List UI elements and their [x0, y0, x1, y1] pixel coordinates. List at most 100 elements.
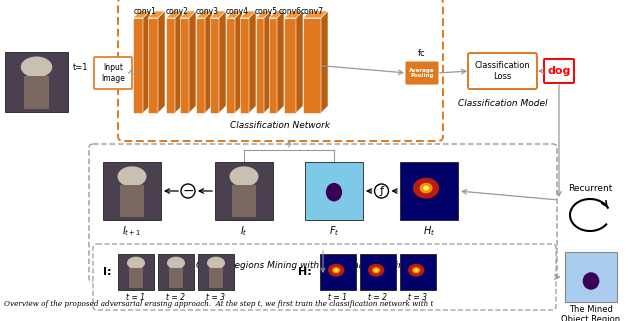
Polygon shape: [303, 11, 328, 18]
Bar: [129, 268, 143, 288]
Bar: [103, 162, 161, 220]
Text: $I_{t+1}$: $I_{t+1}$: [122, 224, 142, 238]
Polygon shape: [196, 18, 205, 113]
Bar: [400, 162, 458, 220]
Polygon shape: [240, 18, 249, 113]
Ellipse shape: [368, 264, 384, 277]
Text: conv2: conv2: [166, 7, 189, 16]
Polygon shape: [180, 18, 189, 113]
Polygon shape: [226, 18, 235, 113]
Ellipse shape: [207, 257, 225, 269]
Text: $I_t$: $I_t$: [240, 224, 248, 238]
Text: Object Regions Mining with Adversarial Erasing: Object Regions Mining with Adversarial E…: [196, 261, 410, 270]
Text: conv7: conv7: [301, 7, 323, 16]
Text: fc: fc: [418, 49, 426, 58]
Circle shape: [181, 184, 195, 198]
Polygon shape: [133, 11, 150, 18]
Text: t=1: t=1: [73, 64, 88, 73]
Text: H:: H:: [298, 267, 312, 277]
Polygon shape: [284, 18, 296, 113]
Polygon shape: [166, 11, 182, 18]
Bar: [120, 185, 143, 217]
Polygon shape: [226, 11, 242, 18]
Polygon shape: [133, 18, 143, 113]
Ellipse shape: [412, 267, 420, 273]
Text: t = 2: t = 2: [166, 293, 186, 302]
Polygon shape: [148, 11, 165, 18]
Text: $F_t$: $F_t$: [329, 224, 339, 238]
Ellipse shape: [20, 56, 52, 77]
Text: conv3: conv3: [196, 7, 219, 16]
Text: Classification
Loss: Classification Loss: [475, 61, 531, 81]
Bar: [158, 254, 194, 290]
Text: t = 3: t = 3: [408, 293, 428, 302]
Text: Overview of the proposed adversarial erasing approach.  At the step t, we first : Overview of the proposed adversarial era…: [4, 300, 433, 308]
Polygon shape: [235, 11, 242, 113]
Text: Recurrent: Recurrent: [568, 184, 612, 193]
Ellipse shape: [374, 269, 378, 272]
Text: conv6: conv6: [278, 7, 301, 16]
Polygon shape: [303, 18, 321, 113]
Ellipse shape: [118, 166, 147, 187]
Bar: [24, 76, 49, 109]
Polygon shape: [269, 18, 277, 113]
Bar: [215, 162, 273, 220]
Polygon shape: [143, 11, 150, 113]
Text: conv4: conv4: [226, 7, 249, 16]
Polygon shape: [321, 11, 328, 113]
Text: The Mined
Object Region: The Mined Object Region: [561, 305, 621, 321]
FancyBboxPatch shape: [406, 62, 438, 84]
Ellipse shape: [408, 264, 424, 277]
Polygon shape: [210, 11, 226, 18]
Bar: [305, 162, 363, 220]
Polygon shape: [148, 18, 158, 113]
Text: Classification Network: Classification Network: [230, 121, 331, 130]
Text: t = 1: t = 1: [328, 293, 348, 302]
FancyBboxPatch shape: [468, 53, 537, 89]
FancyBboxPatch shape: [93, 244, 556, 310]
Polygon shape: [296, 11, 303, 113]
Bar: [118, 254, 154, 290]
Ellipse shape: [414, 269, 418, 272]
Bar: [198, 254, 234, 290]
Polygon shape: [256, 11, 271, 18]
FancyBboxPatch shape: [544, 59, 574, 83]
Text: conv1: conv1: [134, 7, 157, 16]
Ellipse shape: [423, 186, 429, 191]
Polygon shape: [219, 11, 226, 113]
FancyBboxPatch shape: [118, 0, 443, 141]
Polygon shape: [240, 11, 256, 18]
Circle shape: [374, 184, 388, 198]
Ellipse shape: [326, 183, 342, 202]
Polygon shape: [196, 11, 212, 18]
Text: ƒ: ƒ: [380, 187, 383, 196]
Polygon shape: [264, 11, 271, 113]
Ellipse shape: [372, 267, 380, 273]
Text: Input
Image: Input Image: [101, 63, 125, 83]
Polygon shape: [249, 11, 256, 113]
Ellipse shape: [167, 257, 185, 269]
Text: t = 1: t = 1: [127, 293, 145, 302]
Ellipse shape: [328, 264, 344, 277]
Polygon shape: [158, 11, 165, 113]
Bar: [169, 268, 183, 288]
Text: t = 2: t = 2: [369, 293, 387, 302]
Text: conv5: conv5: [255, 7, 278, 16]
Bar: [565, 252, 617, 302]
Bar: [5, 52, 68, 112]
Bar: [232, 185, 255, 217]
Bar: [209, 268, 223, 288]
Text: dog: dog: [547, 66, 571, 76]
Text: t = 3: t = 3: [207, 293, 225, 302]
FancyBboxPatch shape: [94, 57, 132, 89]
Polygon shape: [256, 18, 264, 113]
Text: I:: I:: [104, 267, 112, 277]
Text: −: −: [182, 184, 194, 198]
Ellipse shape: [127, 257, 145, 269]
Polygon shape: [269, 11, 284, 18]
Polygon shape: [210, 18, 219, 113]
Polygon shape: [175, 11, 182, 113]
Ellipse shape: [332, 267, 340, 273]
Text: Average
Pooling: Average Pooling: [409, 68, 435, 78]
Text: Classification Model: Classification Model: [458, 99, 547, 108]
